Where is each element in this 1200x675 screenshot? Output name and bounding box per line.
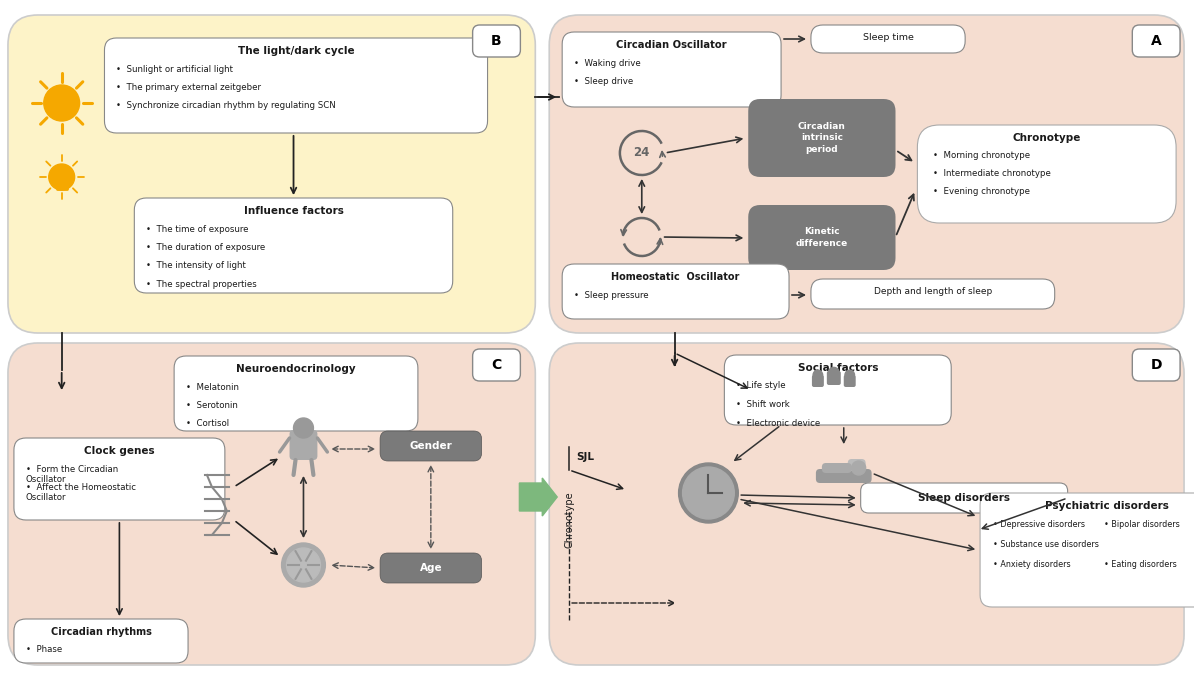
Circle shape xyxy=(683,467,734,519)
Text: • Depressive disorders: • Depressive disorders xyxy=(994,520,1085,529)
Text: •  Form the Circadian
Oscillator: • Form the Circadian Oscillator xyxy=(26,464,118,484)
Text: D: D xyxy=(1151,358,1162,372)
FancyBboxPatch shape xyxy=(380,553,481,583)
FancyBboxPatch shape xyxy=(844,375,856,387)
Text: Neuroendocrinology: Neuroendocrinology xyxy=(236,364,356,374)
Text: • Anxiety disorders: • Anxiety disorders xyxy=(994,560,1070,569)
Circle shape xyxy=(43,85,79,121)
FancyBboxPatch shape xyxy=(473,25,521,57)
Circle shape xyxy=(282,543,325,587)
FancyBboxPatch shape xyxy=(8,15,535,333)
Text: B: B xyxy=(491,34,502,48)
FancyBboxPatch shape xyxy=(847,459,865,471)
Text: •  Sunlight or artificial light: • Sunlight or artificial light xyxy=(116,65,234,74)
FancyBboxPatch shape xyxy=(860,483,1068,513)
Text: •  Phase: • Phase xyxy=(26,645,62,655)
Text: •  Waking drive: • Waking drive xyxy=(574,59,641,68)
FancyBboxPatch shape xyxy=(1133,349,1180,381)
FancyBboxPatch shape xyxy=(14,438,224,520)
Text: Psychiatric disorders: Psychiatric disorders xyxy=(1044,501,1169,511)
Text: •  Cortisol: • Cortisol xyxy=(186,419,229,429)
FancyBboxPatch shape xyxy=(827,371,841,385)
FancyBboxPatch shape xyxy=(749,205,895,270)
Circle shape xyxy=(49,164,74,190)
Text: •  Life style: • Life style xyxy=(737,381,786,391)
FancyBboxPatch shape xyxy=(562,264,790,319)
FancyBboxPatch shape xyxy=(8,343,535,665)
FancyBboxPatch shape xyxy=(816,469,871,483)
FancyArrow shape xyxy=(520,478,557,516)
Text: •  Morning chronotype: • Morning chronotype xyxy=(934,151,1031,160)
Text: 24: 24 xyxy=(634,146,650,159)
Text: •  Synchronize circadian rhythm by regulating SCN: • Synchronize circadian rhythm by regula… xyxy=(116,101,336,111)
FancyBboxPatch shape xyxy=(917,125,1176,223)
Text: Kinetic
difference: Kinetic difference xyxy=(796,227,848,248)
Text: Social factors: Social factors xyxy=(798,363,878,373)
Text: •  Electronic device: • Electronic device xyxy=(737,418,821,427)
Text: • Bipolar disorders: • Bipolar disorders xyxy=(1104,520,1181,529)
Text: •  The primary external zeitgeber: • The primary external zeitgeber xyxy=(116,83,262,92)
Text: •  The time of exposure: • The time of exposure xyxy=(146,225,248,234)
Circle shape xyxy=(852,461,865,475)
FancyBboxPatch shape xyxy=(749,99,895,177)
Text: •  Serotonin: • Serotonin xyxy=(186,401,238,410)
Text: The light/dark cycle: The light/dark cycle xyxy=(238,46,354,56)
Text: • Substance use disorders: • Substance use disorders xyxy=(994,540,1099,549)
Text: •  Shift work: • Shift work xyxy=(737,400,790,409)
Circle shape xyxy=(814,370,823,380)
Text: •  The spectral properties: • The spectral properties xyxy=(146,280,257,289)
Circle shape xyxy=(828,367,839,379)
Circle shape xyxy=(294,418,313,438)
FancyBboxPatch shape xyxy=(104,38,487,133)
FancyBboxPatch shape xyxy=(562,32,781,107)
FancyBboxPatch shape xyxy=(473,349,521,381)
FancyBboxPatch shape xyxy=(550,343,1184,665)
Text: •  Evening chronotype: • Evening chronotype xyxy=(934,187,1031,196)
Text: •  Intermediate chronotype: • Intermediate chronotype xyxy=(934,169,1051,178)
Text: Depth and length of sleep: Depth and length of sleep xyxy=(874,287,992,296)
Text: •  Sleep pressure: • Sleep pressure xyxy=(574,290,649,300)
Circle shape xyxy=(845,370,854,380)
Text: Sleep disorders: Sleep disorders xyxy=(918,493,1010,503)
FancyBboxPatch shape xyxy=(812,375,824,387)
Text: •  The duration of exposure: • The duration of exposure xyxy=(146,243,265,252)
FancyBboxPatch shape xyxy=(380,431,481,461)
FancyBboxPatch shape xyxy=(822,463,852,473)
FancyBboxPatch shape xyxy=(1133,25,1180,57)
FancyBboxPatch shape xyxy=(980,493,1200,607)
Text: Chronotype: Chronotype xyxy=(1013,133,1081,143)
Text: •  Melatonin: • Melatonin xyxy=(186,383,239,392)
FancyBboxPatch shape xyxy=(550,15,1184,333)
Text: • Eating disorders: • Eating disorders xyxy=(1104,560,1177,569)
FancyBboxPatch shape xyxy=(134,198,452,293)
FancyBboxPatch shape xyxy=(14,619,188,663)
Text: Circadian Oscillator: Circadian Oscillator xyxy=(617,40,727,50)
Text: Clock genes: Clock genes xyxy=(84,446,155,456)
FancyBboxPatch shape xyxy=(811,25,965,53)
Text: Circadian
intrinsic
period: Circadian intrinsic period xyxy=(798,122,846,155)
Text: Sleep time: Sleep time xyxy=(863,33,913,42)
FancyBboxPatch shape xyxy=(725,355,952,425)
FancyBboxPatch shape xyxy=(289,430,318,460)
FancyBboxPatch shape xyxy=(174,356,418,431)
Circle shape xyxy=(287,548,320,582)
Text: Gender: Gender xyxy=(409,441,452,451)
Text: •  Affect the Homeostatic
Oscillator: • Affect the Homeostatic Oscillator xyxy=(26,483,136,502)
Text: Age: Age xyxy=(420,563,442,573)
Circle shape xyxy=(678,463,738,523)
Text: Homeostatic  Oscillator: Homeostatic Oscillator xyxy=(612,272,739,282)
FancyBboxPatch shape xyxy=(811,279,1055,309)
Text: A: A xyxy=(1151,34,1162,48)
Text: •  Sleep drive: • Sleep drive xyxy=(574,77,634,86)
Text: SJL: SJL xyxy=(576,452,594,462)
Text: •  The intensity of light: • The intensity of light xyxy=(146,261,246,271)
Text: Chronotype: Chronotype xyxy=(564,491,574,548)
Text: Influence factors: Influence factors xyxy=(244,206,343,216)
Text: Circadian rhythms: Circadian rhythms xyxy=(50,627,151,637)
Text: C: C xyxy=(491,358,502,372)
